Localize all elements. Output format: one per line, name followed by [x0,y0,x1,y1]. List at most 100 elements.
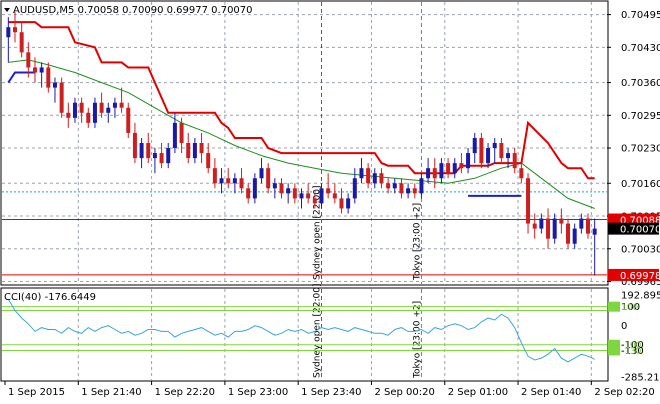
bullish-candle-body [439,163,444,179]
bearish-candle-body [586,218,591,234]
bearish-candle-body [226,178,231,184]
bearish-candle-body [312,198,317,204]
price-axis: 0.70495 0.70430 0.70360 0.70295 0.70230 0.701… [607,10,660,288]
bullish-candle-body [139,143,144,159]
bearish-candle-body [399,183,404,194]
cci-tick-label: 192.895 [621,291,660,302]
bearish-candle-body [12,27,17,33]
bearish-candle-body [99,102,104,113]
bearish-candle-body [266,168,271,189]
bearish-candle-body [66,112,71,118]
bearish-candle-body [412,188,417,194]
bullish-candle-body [219,178,224,184]
cci-title: CCI(40) -176.6449 [4,292,96,303]
bearish-candle-body [499,143,504,159]
bearish-candle-body [126,107,131,133]
bullish-candle-body [39,67,44,73]
price-tick-label: 0.70030 [621,244,660,255]
cci-level-badge-text: -100 [621,341,642,351]
session-markers: Sydney open [22:00] Sydney open [22:00] To… [312,2,422,380]
price-tick-label: 0.70160 [621,179,660,190]
cci-level-badge-text: 100 [621,303,638,313]
bearish-candle-body [559,218,564,224]
bearish-candle-body [186,143,191,159]
bullish-candle-body [6,27,11,38]
bullish-candle-body [506,153,511,159]
bullish-candle-body [592,228,597,235]
bullish-candle-body [359,168,364,179]
time-tick-label: 2 Sep 00:20 [374,387,434,398]
bearish-candle-body [386,183,391,189]
session-marker-label: Tokyo [23:00 +2] [412,203,422,281]
indicator-lines [7,21,595,209]
bullish-candle-body [286,188,291,194]
bullish-candle-body [486,148,491,164]
bearish-candle-body [146,143,151,159]
bullish-candle-body [272,183,277,189]
price-tick-label: 0.70295 [621,111,660,122]
bearish-candle-body [212,168,217,184]
bullish-candle-body [492,143,497,149]
bullish-candle-body [579,218,584,229]
main-chart-frame [0,0,609,286]
bearish-candle-body [119,102,124,108]
cci-level-badge [608,301,620,312]
time-tick-label: 2 Sep 01:00 [448,387,508,398]
bearish-candle-body [326,188,331,194]
price-label-text: 0.69978 [620,271,660,282]
price-label-badge [608,222,659,235]
bearish-candle-body [199,143,204,154]
bullish-candle-body [552,218,557,239]
chart-header: AUDUSD,M5 0.70058 0.70090 0.69977 0.7007… [4,5,253,16]
candlesticks [6,12,597,276]
blue-line [7,71,35,84]
symbol-ohlc-readout: AUDUSD,M5 0.70058 0.70090 0.69977 0.7007… [13,5,253,16]
price-tick-label: 0.70360 [621,78,660,89]
bullish-candle-body [166,148,171,164]
bearish-candle-body [239,178,244,189]
bullish-candle-body [299,193,304,199]
bullish-candle-body [106,107,111,113]
bearish-candle-body [132,132,137,159]
bearish-candle-body [32,67,37,73]
bullish-candle-body [259,168,264,179]
bearish-candle-body [479,137,484,164]
bearish-candle-body [79,102,84,113]
cci-level-badge [608,345,620,356]
bearish-candle-body [446,163,451,174]
price-tick-label: 0.70230 [621,144,660,155]
time-tick-label: 1 Sep 21:40 [81,387,141,398]
cci-tick-label: 100 [621,302,640,313]
bearish-candle-body [179,122,184,143]
session-marker-label: Tokyo [23:00 +2] [412,301,422,379]
bearish-candle-body [339,198,344,209]
green-moving-average-line [8,59,595,209]
bearish-candle-body [246,188,251,199]
price-label-text: 0.70070 [620,225,660,236]
bearish-candle-body [512,153,517,169]
cci-tick-label: -100 [621,340,644,351]
time-tick-label: 1 Sep 23:00 [228,387,288,398]
bullish-candle-body [319,188,324,204]
bullish-candle-body [572,228,577,244]
bearish-candle-body [379,173,384,184]
bullish-candle-body [372,173,377,184]
bearish-candle-body [159,153,164,164]
cci-level-badge [608,339,620,350]
time-axis: 1 Sep 2015 1 Sep 21:40 1 Sep 22:20 1 Sep 23… [4,381,655,398]
bullish-candle-body [232,178,237,184]
price-label-badge [608,268,659,281]
bearish-candle-body [519,168,524,179]
bullish-candle-body [406,188,411,194]
bullish-candle-body [539,218,544,229]
cci-line [7,298,595,363]
bullish-candle-body [466,153,471,169]
price-tick-label: 0.70495 [621,10,660,21]
bullish-candle-body [192,143,197,159]
time-tick-label: 1 Sep 2015 [8,387,65,398]
session-marker-label: Sydney open [22:00] [312,186,322,280]
symbol-dropdown-icon[interactable] [4,8,10,12]
bearish-candle-body [306,193,311,199]
